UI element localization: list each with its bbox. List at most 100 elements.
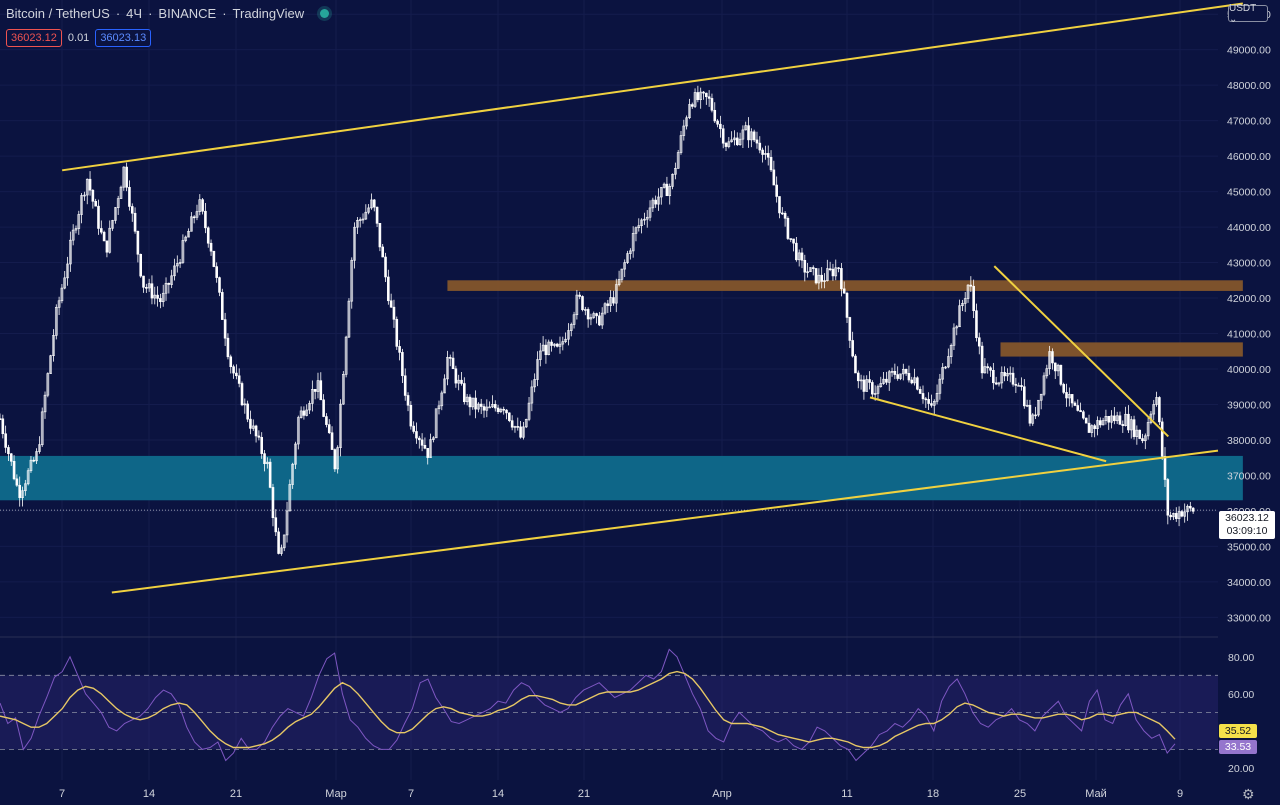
candle-body: [1076, 405, 1080, 411]
candle-body: [769, 156, 773, 171]
candle-body: [181, 240, 185, 263]
candle-body: [94, 200, 97, 207]
candle-body: [533, 379, 536, 388]
candle-body: [561, 341, 565, 345]
candle-body: [204, 210, 207, 229]
resistance-zone-upper[interactable]: [447, 280, 1243, 291]
candle-body: [299, 410, 303, 418]
candle-body: [862, 379, 866, 392]
candle-body: [296, 417, 300, 445]
candle-body: [845, 292, 849, 318]
candle-body: [806, 271, 809, 274]
candle-body: [890, 370, 894, 373]
candle-body: [268, 461, 272, 488]
candle-body: [249, 418, 252, 429]
candle-body: [277, 531, 280, 554]
support-zone[interactable]: [0, 455, 1243, 501]
candle-body: [696, 92, 700, 101]
candle-body: [662, 183, 666, 188]
candle-body: [190, 216, 193, 232]
interval-label[interactable]: 4Ч: [126, 6, 143, 21]
x-tick-label: Мар: [325, 788, 347, 800]
candle-body: [372, 199, 376, 208]
candle-body: [97, 205, 100, 229]
symbol-title[interactable]: Bitcoin / TetherUS: [6, 6, 110, 21]
buy-price-button[interactable]: 36023.13: [95, 29, 152, 47]
resistance-zone-lower[interactable]: [1000, 342, 1243, 357]
candle-body: [477, 403, 480, 410]
candle-body: [513, 426, 517, 428]
candle-body: [347, 300, 351, 338]
settings-gear-icon[interactable]: ⚙: [1242, 786, 1255, 802]
candle-body: [375, 206, 379, 224]
candle-body: [88, 178, 92, 191]
candle-body: [479, 403, 483, 407]
candle-body: [947, 356, 950, 368]
candle-body: [85, 178, 89, 196]
candle-body: [1053, 362, 1057, 372]
candle-body: [21, 490, 24, 498]
rsi-ma-line: [0, 670, 1176, 749]
candle-body: [741, 129, 745, 140]
currency-dropdown[interactable]: USDT ⌄: [1228, 3, 1268, 25]
wedge-lower-trendline[interactable]: [869, 396, 1107, 463]
candle-body: [454, 368, 458, 384]
time-axis[interactable]: 7 14 21 Мар 7 14 21 Апр 11 18 25 Май 9: [59, 788, 1183, 800]
candle-body: [1028, 404, 1032, 424]
candle-body: [417, 437, 421, 441]
candle-body: [327, 424, 331, 434]
wedge-upper-trendline[interactable]: [993, 265, 1169, 438]
candle-body: [1070, 394, 1074, 404]
candle-body: [215, 266, 218, 278]
rsi-tick-label: 60.00: [1228, 689, 1254, 701]
candle-body: [159, 298, 162, 303]
candle-body: [105, 240, 109, 253]
candle-body: [1113, 415, 1116, 422]
candle-body: [775, 184, 778, 197]
sell-price-button[interactable]: 36023.12: [6, 29, 62, 47]
candle-body: [192, 216, 196, 219]
candle-body: [274, 517, 278, 533]
candle-body: [555, 343, 559, 347]
candle-body: [223, 319, 227, 339]
y-tick-label: 37000.00: [1227, 470, 1271, 482]
candle-body: [606, 303, 610, 306]
candle-body: [336, 447, 339, 470]
candle-body: [46, 373, 50, 396]
candle-body: [907, 373, 911, 381]
candle-body: [764, 153, 767, 155]
candle-body: [578, 294, 581, 297]
candle-body: [1017, 385, 1020, 387]
candle-body: [558, 343, 562, 347]
x-tick-label: 14: [492, 788, 504, 800]
market-open-icon: [320, 9, 330, 18]
lower-channel-trendline[interactable]: [111, 449, 1219, 594]
candle-body: [412, 425, 415, 432]
candle-body: [387, 276, 390, 302]
candle-body: [432, 437, 435, 440]
candle-body: [100, 228, 103, 233]
candle-body: [986, 366, 990, 369]
y-tick-label: 33000.00: [1227, 612, 1271, 624]
candle-body: [541, 344, 545, 352]
candle-body: [710, 98, 714, 111]
candle-body: [1163, 455, 1167, 480]
candle-body: [184, 236, 188, 241]
candle-body: [758, 142, 762, 151]
candle-body: [406, 395, 410, 406]
candle-body: [778, 196, 781, 214]
candle-body: [910, 379, 914, 384]
candle-body: [1034, 414, 1037, 417]
candle-body: [437, 405, 441, 410]
candle-body: [291, 463, 294, 485]
candle-body: [975, 310, 978, 339]
candle-body: [147, 283, 151, 289]
candle-body: [195, 211, 199, 218]
candle-body: [1000, 372, 1004, 384]
candle-body: [325, 416, 328, 425]
bid-ask-panel: 36023.12 0.01 36023.13: [6, 29, 152, 47]
price-axis[interactable]: 33000.0034000.0035000.0036000.0037000.00…: [1227, 9, 1271, 624]
upper-channel-trendline[interactable]: [62, 2, 1243, 172]
candle-body: [899, 373, 902, 379]
